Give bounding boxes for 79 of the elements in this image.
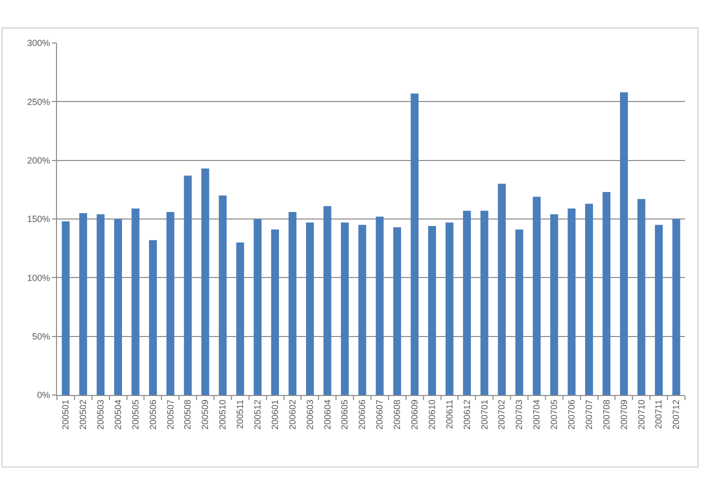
y-tick-label: 50%: [32, 331, 50, 342]
bar: [568, 208, 576, 395]
x-tick-label: 200706: [566, 400, 577, 430]
bar: [550, 214, 558, 395]
bar: [271, 230, 279, 395]
x-tick-label: 200601: [270, 400, 280, 430]
x-tick-label: 200512: [252, 400, 263, 430]
x-tick-label: 200701: [479, 400, 490, 430]
bar: [166, 212, 174, 395]
x-tick-label: 200604: [322, 400, 332, 430]
bar: [358, 224, 366, 395]
bar: [480, 210, 488, 395]
bar: [532, 196, 541, 395]
y-tick-label: 100%: [27, 272, 50, 283]
bar: [463, 210, 471, 395]
x-tick-label: 200705: [549, 400, 560, 430]
y-tick-label: 150%: [27, 214, 50, 224]
x-tick-label: 200501: [60, 400, 71, 430]
x-tick-label: 200708: [601, 400, 612, 430]
x-tick-label: 200502: [78, 400, 88, 430]
y-tick-label: 0%: [37, 390, 50, 400]
x-tick-label: 200711: [654, 400, 664, 429]
x-tick-label: 200508: [182, 400, 193, 430]
y-tick-label: 250%: [27, 96, 50, 107]
bar: [672, 219, 680, 395]
bar: [288, 212, 296, 395]
bar: [620, 92, 628, 395]
x-tick-label: 200509: [200, 400, 210, 430]
x-tick-label: 200612: [462, 400, 472, 430]
bar: [236, 242, 244, 395]
x-tick-label: 200606: [357, 400, 368, 430]
x-tick-label: 200712: [671, 400, 682, 430]
x-tick-label: 200603: [304, 400, 315, 430]
x-tick-label: 200602: [287, 400, 298, 430]
x-tick-label: 200707: [584, 400, 594, 430]
bar: [637, 199, 646, 395]
bar: [428, 226, 436, 395]
bar: [376, 216, 384, 395]
bar: [585, 204, 593, 395]
x-tick-label: 200704: [532, 400, 542, 430]
bar: [254, 219, 262, 395]
x-tick-label: 200702: [496, 400, 507, 430]
bar: [201, 168, 210, 395]
y-tick-label: 200%: [27, 155, 50, 166]
x-tick-label: 200710: [636, 400, 646, 430]
bar: [114, 219, 122, 395]
x-tick-label: 200505: [130, 400, 140, 430]
bar: [515, 230, 524, 395]
x-tick-label: 200504: [112, 400, 123, 430]
x-tick-label: 200611: [444, 400, 454, 429]
bar: [96, 214, 105, 395]
bar: [218, 196, 227, 395]
x-tick-label: 200506: [148, 400, 158, 430]
x-tick-label: 200703: [514, 400, 524, 430]
bar: [393, 227, 402, 395]
bar: [132, 208, 140, 395]
bar: [149, 240, 157, 395]
bar: [62, 221, 70, 395]
x-tick-label: 200510: [218, 400, 228, 430]
x-tick-label: 200709: [618, 400, 629, 430]
bar: [306, 222, 314, 395]
x-tick-label: 200607: [374, 400, 385, 430]
x-tick-label: 200503: [96, 400, 106, 430]
bar: [498, 184, 506, 395]
bar: [410, 93, 419, 395]
x-tick-label: 200511: [235, 400, 246, 429]
bar: [323, 206, 332, 395]
bar: [446, 222, 454, 395]
x-tick-label: 200507: [165, 400, 176, 430]
bar: [184, 176, 192, 395]
bar: [340, 222, 349, 395]
x-tick-label: 200610: [426, 400, 437, 430]
bar: [602, 192, 610, 395]
x-tick-label: 200608: [392, 400, 402, 430]
bar: [654, 224, 663, 395]
x-tick-label: 200605: [340, 400, 350, 430]
x-tick-label: 200609: [410, 400, 420, 430]
y-tick-label: 300%: [27, 38, 50, 48]
bar: [79, 213, 88, 395]
